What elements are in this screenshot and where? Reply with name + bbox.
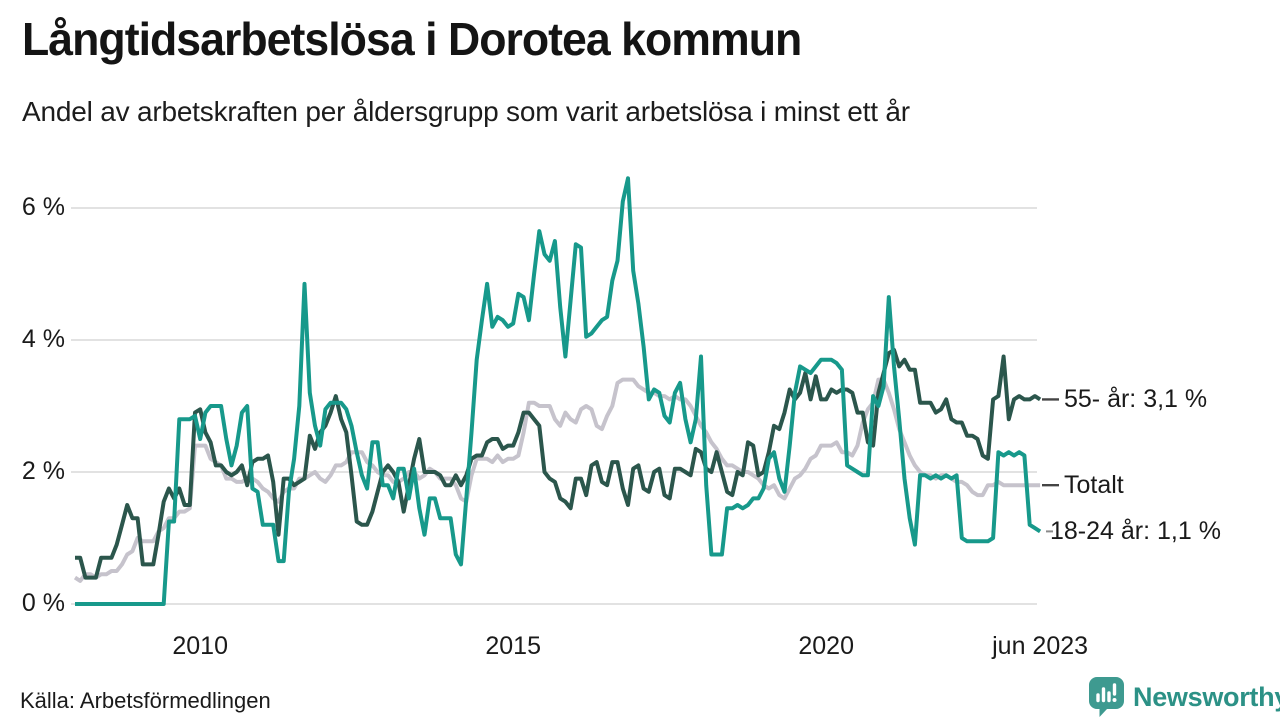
y-axis-tick-4: 4 % bbox=[21, 325, 65, 353]
y-axis-tick-2: 2 % bbox=[21, 457, 65, 485]
x-axis-tick-2015: 2015 bbox=[485, 632, 541, 660]
source-note: Källa: Arbetsförmedlingen bbox=[20, 688, 271, 713]
series-line-18-24-r bbox=[75, 176, 1042, 606]
series-label-18-24: 18-24 år: 1,1 % bbox=[1050, 517, 1221, 546]
x-axis-tick-2010: 2010 bbox=[172, 632, 228, 660]
x-axis-tick-jun-2023: jun 2023 bbox=[992, 632, 1089, 660]
page-subtitle: Andel av arbetskraften per åldersgrupp s… bbox=[22, 96, 910, 127]
newsworthy-chart-bubble-icon bbox=[1089, 677, 1124, 717]
newsworthy-wordmark: Newsworthy bbox=[1133, 681, 1280, 712]
series-line-totalt bbox=[73, 377, 1041, 583]
x-axis-tick-2020: 2020 bbox=[798, 632, 854, 660]
newsworthy-logo[interactable]: Newsworthy bbox=[1088, 676, 1280, 718]
series-label-55-plus: 55- år: 3,1 % bbox=[1064, 385, 1208, 414]
series-label-totalt: Totalt bbox=[1064, 471, 1124, 500]
y-axis-tick-0: 0 % bbox=[21, 589, 65, 617]
page-title: Långtidsarbetslösa i Dorotea kommun bbox=[22, 13, 802, 65]
series-line-55-r bbox=[75, 347, 1042, 580]
y-axis-tick-6: 6 % bbox=[21, 193, 65, 221]
